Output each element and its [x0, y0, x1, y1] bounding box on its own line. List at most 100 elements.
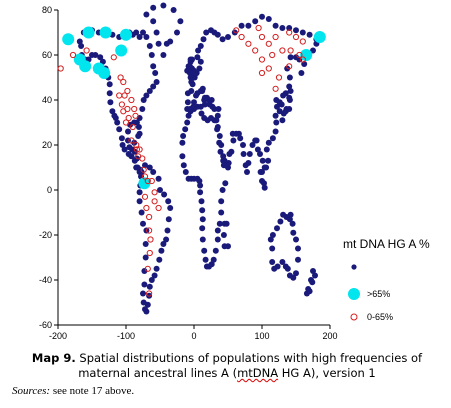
coastline-point [160, 241, 167, 247]
low-frequency-point [151, 198, 158, 205]
low-frequency-point [139, 155, 146, 162]
coastline-point [226, 151, 233, 157]
coastline-point [214, 112, 221, 119]
x-tick-label: -200 [49, 331, 67, 341]
y-tick-label: 80 [42, 5, 52, 15]
coastline-point [142, 306, 148, 313]
legend-label: >65% [367, 289, 391, 299]
coastline-point [299, 29, 306, 36]
low-frequency-point [133, 146, 140, 153]
x-tick-label: 200 [322, 331, 337, 341]
coastline-point [140, 220, 146, 227]
low-frequency-point [133, 141, 140, 149]
low-frequency-point [122, 119, 130, 126]
coastline-point [214, 227, 221, 234]
low-frequency-point [128, 96, 135, 104]
coastline-point [201, 97, 208, 103]
coastline-point [229, 130, 236, 137]
coastline-point [290, 229, 297, 236]
high-frequency-point [115, 44, 128, 57]
coastline-point [272, 112, 279, 119]
map-caption: Map 9. Spatial distributions of populati… [12, 351, 442, 381]
low-frequency-point [69, 51, 77, 59]
low-frequency-point [275, 74, 283, 81]
coastline-point [153, 79, 160, 85]
coastline-point [138, 209, 145, 216]
coastline-point [214, 126, 221, 133]
low-frequency-point [140, 166, 147, 173]
coastline-point [221, 220, 228, 227]
coastline-point [279, 259, 286, 265]
coastline-point [261, 184, 268, 191]
low-frequency-point [265, 65, 272, 72]
coastline-point [198, 110, 205, 117]
y-tick-label: 60 [42, 50, 52, 60]
low-frequency-point [128, 137, 135, 144]
coastline-point [218, 209, 225, 216]
coastline-point [140, 97, 147, 103]
coastline-point [167, 38, 174, 45]
low-frequency-point [151, 189, 158, 196]
low-frequency-point [141, 193, 149, 200]
coastline-point [220, 153, 227, 160]
coastline-point [143, 92, 150, 99]
coastline-point [182, 126, 189, 133]
low-frequency-point [286, 29, 293, 36]
y-tick-label: 20 [42, 140, 52, 150]
low-frequency-point [299, 38, 306, 45]
coastline-point [177, 18, 184, 25]
coastline-point [272, 22, 279, 29]
coastline-point [161, 191, 168, 198]
coastline-point [187, 108, 194, 115]
low-frequency-point [120, 78, 127, 86]
high-frequency-point [313, 31, 326, 43]
coastline-point [131, 148, 138, 155]
sources-note: Sources: see note 17 above. [12, 385, 134, 397]
coastline-point [136, 34, 143, 40]
y-tick-label: -60 [39, 320, 52, 330]
coastline-point [286, 83, 293, 90]
coastline-point [259, 157, 266, 164]
coastline-point [274, 225, 280, 232]
coastline-point [289, 220, 296, 227]
coastline-point [202, 256, 209, 263]
coastline-point [273, 119, 280, 126]
coastline-point [179, 153, 186, 160]
coastline-point [133, 164, 140, 171]
coastline-point [150, 63, 157, 70]
low-frequency-point [258, 33, 266, 41]
coastline-point [114, 119, 121, 126]
coastline-point [170, 7, 177, 13]
low-frequency-point [146, 227, 153, 234]
y-tick-label: -40 [39, 275, 52, 285]
low-frequency-point [147, 236, 154, 243]
coastline-point [245, 22, 252, 29]
coastline-point [157, 187, 163, 193]
coastline-point [212, 247, 219, 254]
coastline-point [107, 99, 114, 106]
coastline-point [249, 142, 256, 148]
coastline-point [206, 101, 213, 108]
coastline-point [222, 180, 229, 187]
coastline-point [269, 259, 276, 265]
low-frequency-point [125, 114, 132, 122]
coastline-point [195, 47, 202, 54]
coastline-point [143, 34, 150, 40]
coastline-point [89, 52, 95, 58]
coastline-point [196, 178, 203, 184]
legend-entry-high: >65% [347, 287, 390, 301]
high-frequency-point [62, 33, 75, 46]
coastline-point [184, 119, 191, 126]
low-frequency-point [233, 27, 240, 34]
coastline-point [194, 54, 201, 61]
coastline-point [246, 151, 253, 157]
coastline-point [179, 139, 186, 146]
coastline-point [274, 103, 280, 110]
coastline-point [240, 151, 247, 157]
coastline-point [184, 99, 191, 106]
coastline-point [156, 256, 163, 263]
coastline-point [125, 128, 131, 135]
coastline-point [274, 263, 281, 270]
coastline-point [308, 277, 314, 283]
